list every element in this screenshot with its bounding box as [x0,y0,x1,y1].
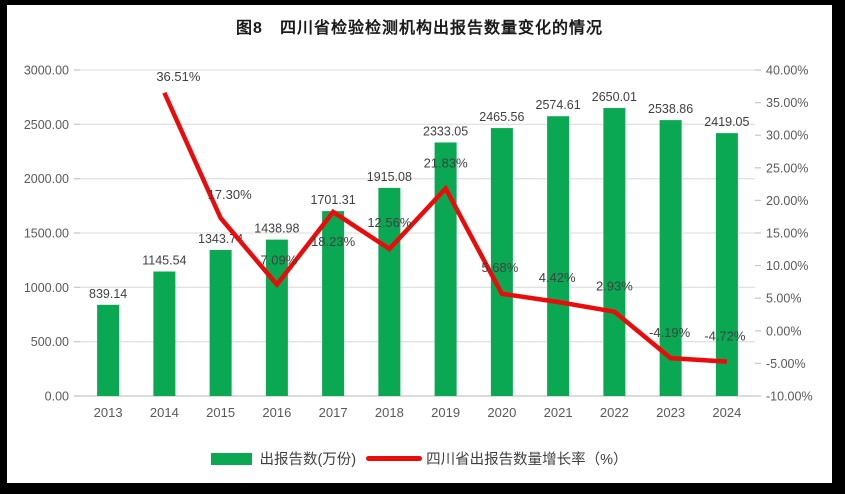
chart-canvas: 图8 四川省检验检测机构出报告数量变化的情况 3000.00 2500.00 200… [7,5,832,483]
bar-value-label: 1915.08 [367,170,412,184]
x-axis-label: 2021 [544,405,573,420]
legend-bar-label: 出报告数(万份) [259,452,357,468]
bar-value-label: 1701.31 [311,193,356,207]
left-axis-tick-label: 1000.00 [24,281,69,295]
right-axis-tick-label: 30.00% [766,129,808,143]
bar-value-label: 2538.86 [648,102,693,116]
x-axis-label: 2015 [206,405,235,420]
left-axis-tick-label: 3000.00 [24,64,69,78]
legend-line-swatch-icon [366,456,423,461]
x-axis-label: 2014 [150,405,179,420]
bar-value-label: 2333.05 [423,124,468,138]
right-axis-tick-label: -10.00% [766,390,813,404]
combo-chart: 3000.00 2500.00 2000.00 1500.00 1000.00 500.0… [24,64,813,421]
growth-point-label: 18.23% [311,234,356,249]
bar [434,142,457,396]
bar-value-label: 2650.01 [592,90,637,104]
right-axis-tick-label: -5.00% [766,357,806,371]
left-axis-tick-label: 2500.00 [24,118,69,132]
left-axis-tick-label: 0.00 [45,390,69,404]
bar-value-label: 1145.54 [142,254,186,268]
growth-point-label: -4.19% [649,325,691,340]
legend-line-label: 四川省出报告数量增长率（%） [426,452,628,468]
x-axis-label: 2013 [94,405,123,420]
bar-value-label: 1438.98 [254,222,299,236]
bar [153,271,176,396]
bar [209,249,232,396]
right-axis-tick-label: 5.00% [766,292,801,306]
right-axis-tick-label: 35.00% [766,96,808,110]
bar [659,120,682,397]
bar [97,304,120,396]
right-axis-tick-label: 15.00% [766,227,808,241]
x-axis-label: 2017 [319,405,348,420]
bar [603,108,626,396]
bar [547,116,570,397]
right-axis-tick-label: 20.00% [766,194,808,208]
left-axis-tick-label: 1500.00 [24,227,69,241]
growth-point-label: 7.09% [260,253,297,268]
growth-point-label: -4.72% [704,329,746,344]
legend-bar-swatch-icon [211,452,253,465]
growth-point-label: 12.56% [367,215,412,230]
right-axis-tick-label: 40.00% [766,64,808,78]
growth-line [162,91,728,364]
bar-value-label: 2419.05 [704,115,749,129]
left-axis-tick-label: 500.00 [31,335,69,349]
right-axis-tick-label: 10.00% [766,259,808,273]
growth-point-label: 21.83% [424,155,469,170]
x-axis-label: 2024 [712,405,741,420]
growth-point-label: 4.42% [539,270,576,285]
x-axis-label: 2019 [431,405,460,420]
growth-point-label: 17.30% [208,187,253,202]
bar-value-label: 839.14 [89,287,127,301]
bar-value-label: 2465.56 [479,110,524,124]
bar [715,133,738,397]
bar [322,211,345,396]
legend: 出报告数(万份) 四川省出报告数量增长率（%） [7,448,832,469]
growth-point-label: 5.68% [481,260,518,275]
growth-point-label: 2.93% [596,279,633,294]
x-axis-label: 2018 [375,405,404,420]
bar [490,128,513,396]
x-axis-label: 2016 [262,405,291,420]
left-axis-tick-label: 2000.00 [24,172,69,186]
x-axis-label: 2023 [656,405,685,420]
right-axis-tick-label: 0.00% [766,324,801,338]
bar-value-label: 2574.61 [536,98,581,112]
chart-title: 图8 四川省检验检测机构出报告数量变化的情况 [236,20,603,37]
right-axis-tick-label: 25.00% [766,161,808,175]
x-axis-label: 2022 [600,405,629,420]
x-axis-label: 2020 [487,405,516,420]
growth-point-label: 36.51% [156,69,201,84]
bar-value-label: 1343.74 [198,232,243,246]
